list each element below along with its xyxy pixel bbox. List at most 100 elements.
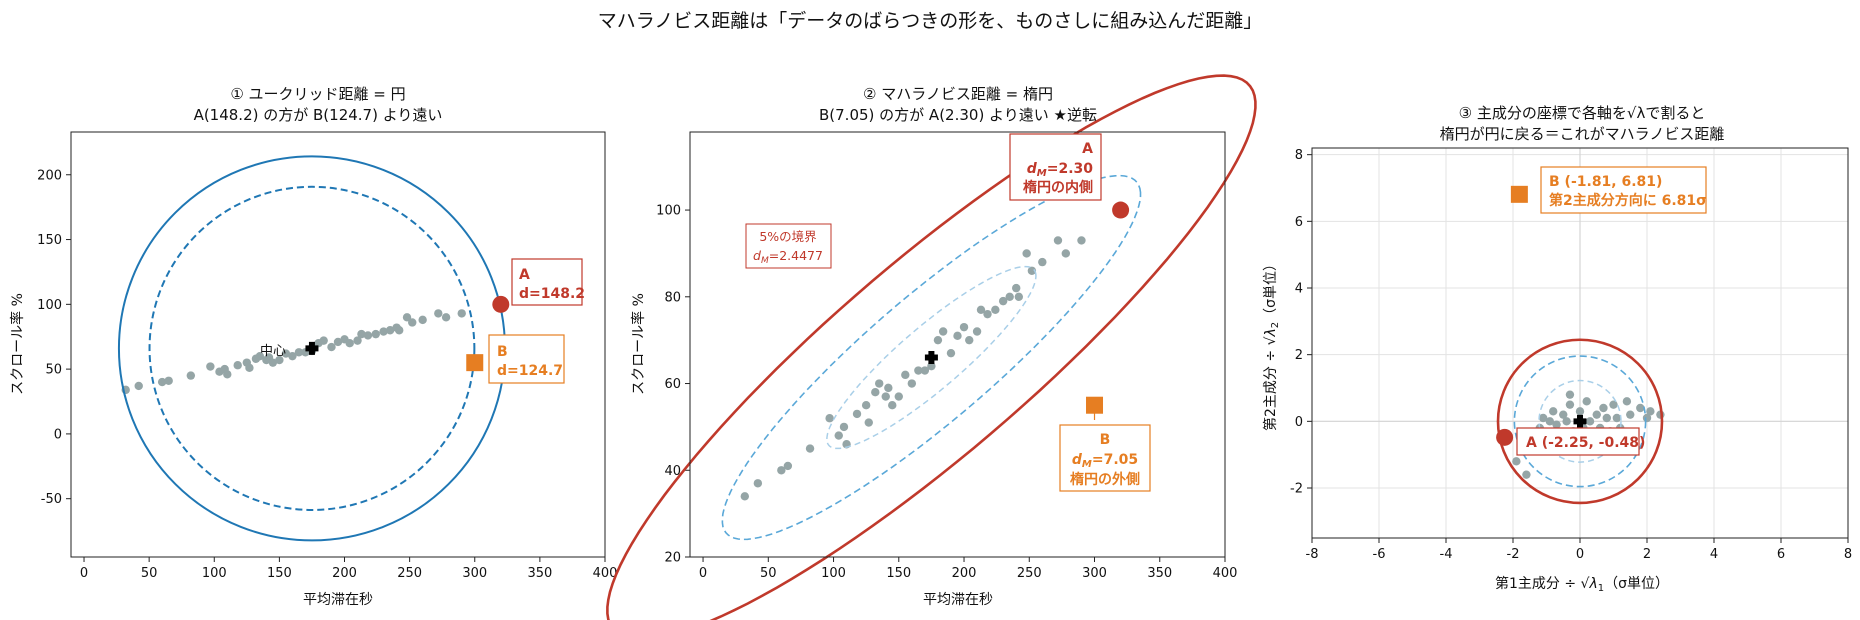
ellipse-inner (826, 265, 1037, 450)
data-point (1626, 410, 1635, 419)
data-point (186, 371, 196, 380)
data-point (1585, 417, 1595, 426)
x-tick-label: 150 (267, 566, 292, 581)
y-tick-label: 60 (664, 377, 681, 392)
figure-title: マハラノビス距離は「データのばらつきの形を、ものさしに組み込んだ距離」 (598, 10, 1263, 32)
x-tick-label: 350 (1147, 566, 1172, 581)
ellipse-mid (721, 174, 1142, 541)
annotation-A-mahal: A dM=2.30 楕円の内側 (1009, 133, 1102, 201)
data-point (1012, 283, 1021, 293)
data-point (327, 342, 336, 352)
data-point (457, 309, 466, 318)
data-point (408, 318, 417, 327)
data-point (233, 361, 242, 370)
x-tick-label: 0 (1576, 547, 1584, 562)
y-tick-label: -2 (1290, 482, 1303, 497)
svg-text:B: B (1100, 432, 1111, 448)
annotation-A-euclid: A d=148.2 (511, 258, 585, 306)
panel-1-ylabel: スクロール率 % (9, 293, 26, 395)
x-tick-label: 350 (527, 566, 552, 581)
data-point (1022, 249, 1031, 258)
data-point (1575, 407, 1585, 416)
data-point (288, 351, 297, 361)
svg-text:B (-1.81, 6.81): B (-1.81, 6.81) (1549, 174, 1662, 190)
x-tick-label: -8 (1306, 547, 1319, 562)
y-tick-label: 0 (1295, 415, 1303, 430)
x-tick-label: 200 (952, 566, 977, 581)
circle-inner (1538, 379, 1622, 463)
data-point (319, 336, 328, 345)
data-point (881, 392, 890, 401)
center-marker (305, 341, 319, 355)
data-point (983, 309, 992, 319)
data-point (1565, 400, 1575, 409)
svg-text:dM=2.30: dM=2.30 (1027, 161, 1094, 179)
data-point (164, 376, 173, 385)
data-point (965, 335, 974, 345)
data-point (1636, 403, 1645, 413)
data-point (805, 444, 815, 453)
x-tick-label: 50 (141, 566, 158, 581)
panel-2-plot: 0 50 100 150 200 250 300 350 400 20 40 60 80 100 (606, 74, 1257, 620)
data-point (134, 381, 143, 391)
y-tick-label: 100 (656, 204, 681, 219)
point-B (1086, 396, 1104, 414)
panel-2-ylabel: スクロール率 % (630, 293, 647, 395)
data-point (998, 296, 1008, 306)
panel-2-frame (689, 131, 1226, 558)
data-point (901, 370, 910, 380)
panel-2-subtitle: B(7.05) の方が A(2.30) より遠い ★逆転 (819, 106, 1097, 124)
distance-circle-B (148, 185, 476, 511)
circle-mid (1513, 355, 1647, 488)
data-point (363, 331, 373, 340)
x-tick-label: 100 (202, 566, 227, 581)
svg-text:楕円の内側: 楕円の内側 (1023, 179, 1093, 196)
data-point (1512, 457, 1521, 466)
data-point (1562, 417, 1571, 426)
data-point (1646, 407, 1655, 416)
panel-3-subtitle: 楕円が円に戻る＝これがマハラノビス距離 (1440, 125, 1725, 143)
x-tick-label: 50 (760, 566, 777, 581)
annotation-B-pc: B (-1.81, 6.81) 第2主成分方向に 6.81σ (1540, 166, 1707, 214)
panel-3-xlabel: 第1主成分 ÷ √λ1（σ単位） (1495, 575, 1669, 594)
data-point (1061, 249, 1071, 258)
data-point (953, 331, 962, 341)
data-point (268, 358, 278, 367)
data-point (871, 388, 880, 397)
x-tick-label: -6 (1373, 547, 1386, 562)
data-point (991, 305, 1000, 315)
data-point (783, 461, 793, 471)
data-point (938, 327, 948, 336)
annotation-B-mahal: B dM=7.05 楕円の外側 (1059, 424, 1151, 492)
data-point (927, 361, 936, 371)
data-point (371, 329, 380, 339)
x-tick-label: 300 (462, 566, 487, 581)
data-point (281, 349, 291, 358)
svg-text:A (-2.25, -0.48): A (-2.25, -0.48) (1526, 435, 1645, 451)
data-point (861, 401, 871, 410)
data-point (920, 366, 930, 375)
data-point (959, 322, 969, 332)
data-point (379, 327, 388, 336)
data-point (1552, 420, 1561, 429)
panel-2-xlabel: 平均滞在秒 (923, 592, 993, 608)
panel-3-principal: ③ 主成分の座標で各軸を√λで割ると 楕円が円に戻る＝これがマハラノビス距離 -… (1262, 104, 1852, 594)
panel-1-xlabel: 平均滞在秒 (303, 592, 373, 608)
x-tick-label: 200 (332, 566, 357, 581)
data-point (907, 379, 917, 388)
point-A (1112, 201, 1130, 219)
data-point (888, 401, 897, 410)
y-tick-label: 50 (45, 363, 62, 378)
point-B (466, 354, 484, 372)
data-point (1005, 292, 1014, 301)
panel-1-title: ① ユークリッド距離 = 円 (230, 85, 405, 103)
data-point (1565, 390, 1575, 399)
point-A (492, 295, 510, 313)
data-point (933, 335, 943, 345)
data-point (357, 329, 366, 339)
data-point (1522, 470, 1531, 479)
x-tick-label: 250 (1017, 566, 1042, 581)
x-tick-label: 100 (821, 566, 846, 581)
x-tick-label: 4 (1710, 547, 1718, 562)
data-point (1612, 413, 1622, 423)
